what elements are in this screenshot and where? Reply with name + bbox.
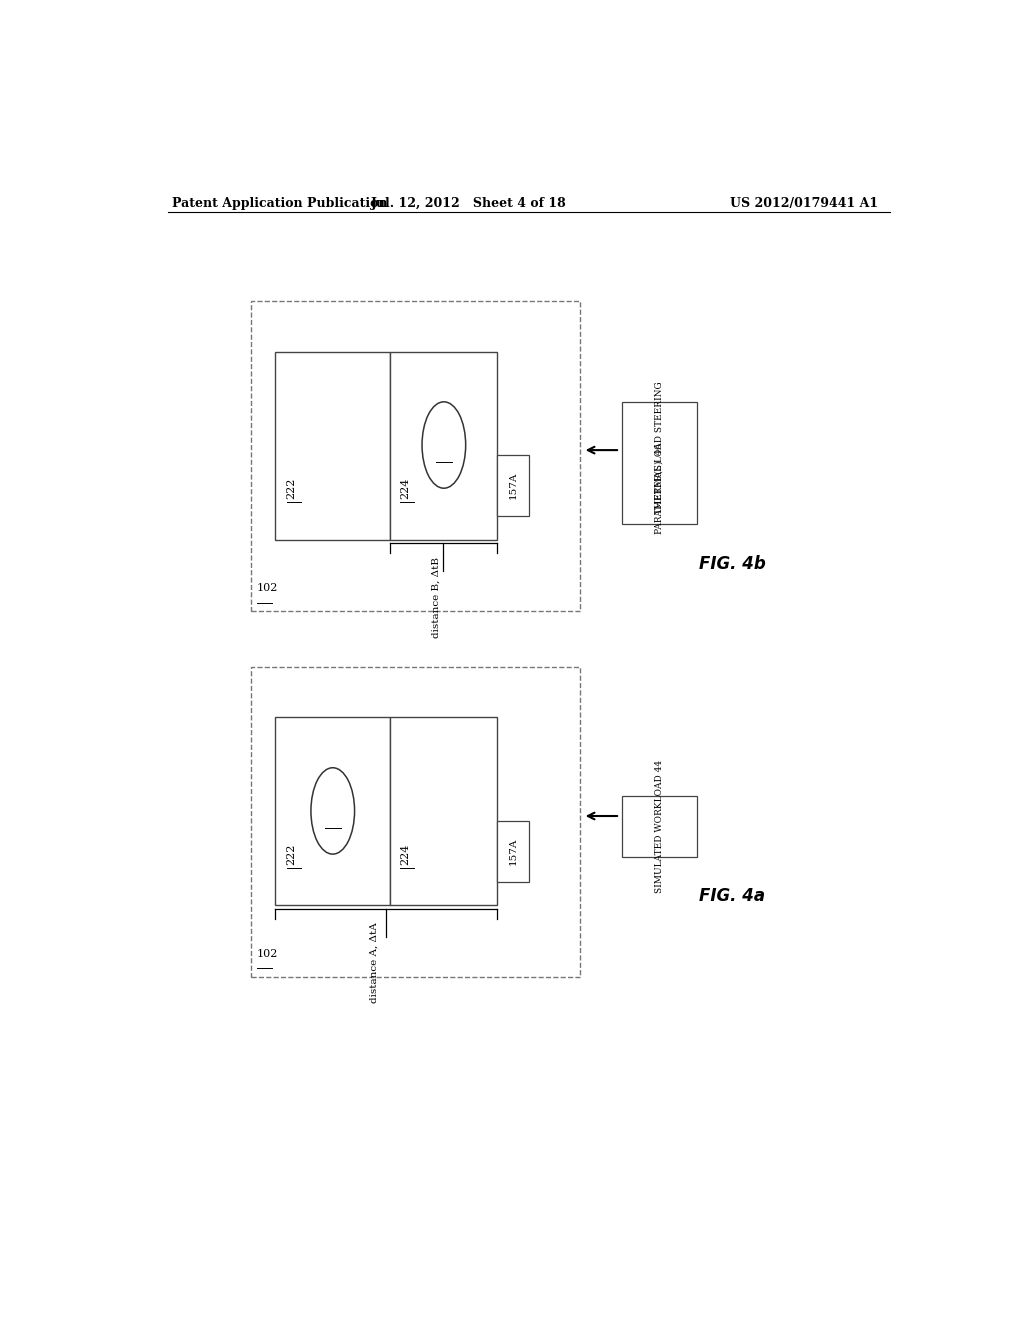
Text: distance B, ΔtB: distance B, ΔtB <box>431 557 440 638</box>
Text: Patent Application Publication: Patent Application Publication <box>172 197 387 210</box>
Text: 102: 102 <box>257 583 278 593</box>
Ellipse shape <box>422 401 466 488</box>
Text: distance A, ΔtA: distance A, ΔtA <box>370 923 379 1003</box>
Text: 224: 224 <box>400 478 411 499</box>
Text: US 2012/0179441 A1: US 2012/0179441 A1 <box>730 197 878 210</box>
Text: THERMAL LOAD STEERING: THERMAL LOAD STEERING <box>654 381 664 515</box>
Text: FIG. 4b: FIG. 4b <box>699 554 766 573</box>
Text: 157A: 157A <box>508 838 517 866</box>
Bar <box>497 821 528 882</box>
Text: 102: 102 <box>257 949 278 960</box>
Bar <box>622 403 697 524</box>
Text: 48: 48 <box>436 440 451 450</box>
Text: 48: 48 <box>326 807 340 816</box>
Bar <box>390 351 497 540</box>
Text: FIG. 4a: FIG. 4a <box>699 887 766 906</box>
Text: 224: 224 <box>400 843 411 865</box>
Bar <box>622 796 697 857</box>
Bar <box>274 718 390 906</box>
Text: 157A: 157A <box>508 473 517 499</box>
Bar <box>251 667 581 977</box>
Text: 222: 222 <box>287 478 297 499</box>
Bar <box>497 455 528 516</box>
Ellipse shape <box>311 768 354 854</box>
Text: 222: 222 <box>287 843 297 865</box>
Text: Jul. 12, 2012   Sheet 4 of 18: Jul. 12, 2012 Sheet 4 of 18 <box>372 197 567 210</box>
Text: SIMULATED WORKLOAD 44: SIMULATED WORKLOAD 44 <box>654 759 664 892</box>
Bar <box>251 301 581 611</box>
Bar <box>274 351 390 540</box>
Bar <box>390 718 497 906</box>
Text: PARAMETER(S)  46: PARAMETER(S) 46 <box>654 444 664 535</box>
